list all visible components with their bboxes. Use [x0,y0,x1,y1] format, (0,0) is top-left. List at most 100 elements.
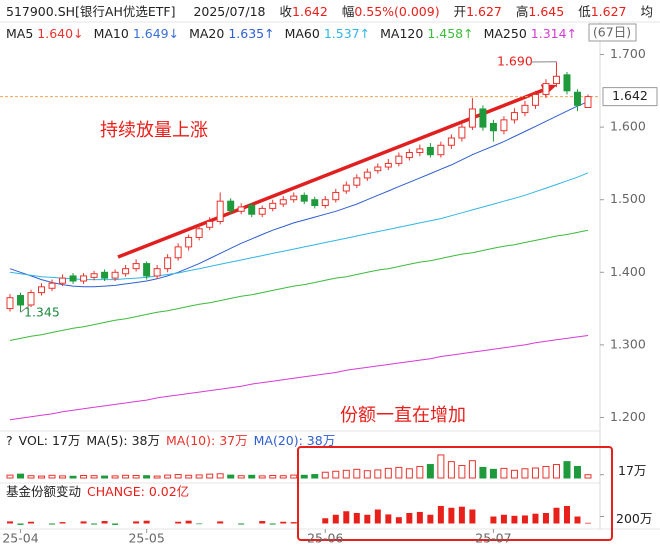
legend-name: MA20 [189,26,224,41]
candle-body [321,199,329,207]
volume-bar [584,474,592,479]
volume-bar [206,473,214,479]
change-bar [17,523,24,525]
change-bar [217,521,224,524]
volume-bar [90,475,98,479]
candle-body [405,152,413,159]
volume-bar [122,474,130,479]
candle-body [521,104,529,114]
quote-label: 开 [454,4,467,19]
candle-body [342,184,350,192]
volume-bar [59,475,67,479]
change-bar [238,523,245,525]
volume-bar [195,474,203,479]
candle-body [101,271,109,279]
change-bar [343,511,350,524]
candle-body [269,202,277,209]
change-bar [542,513,549,524]
candle-body [195,228,203,238]
volume-bar [269,475,277,479]
change-bar [28,521,35,524]
candle-body [489,122,497,132]
legend-value: 1.458↑ [427,26,473,41]
price-label-box [602,87,658,107]
ma-legend: MA5 1.640↓ MA10 1.649↓ MA20 1.635↑ MA60 1.537↑ M… [6,26,577,41]
volume-bar [80,475,88,479]
candle-body [542,83,550,95]
candle-body [384,162,392,168]
quote-label: 低 [578,4,591,19]
candle-body [38,286,46,294]
volume-bar [6,474,14,479]
candle-body [17,295,25,306]
change-bar [448,507,455,524]
candle-body [227,200,235,212]
change-bar [553,507,560,524]
candle-body [185,236,193,248]
change-bar [49,523,56,525]
volume-bar [290,474,298,479]
candle-body [563,74,571,92]
change-bar [511,515,518,524]
change-bar [185,520,192,524]
volume-bar [542,465,550,479]
volume-legend-item: MA(5): 38万 [86,433,160,448]
volume-bar [437,454,445,479]
candle-body [458,126,466,139]
volume-bar [395,466,403,479]
quote-value: 1.645 [528,4,564,19]
date: 2025/07/18 [193,4,265,19]
candle-body [90,273,98,278]
highlight-box [297,446,613,541]
period-box [588,23,637,42]
legend-name: MA250 [484,26,527,41]
volume-bar [132,475,140,479]
legend-value: 1.649↓ [133,26,179,41]
candle-body [311,199,319,207]
volume-bar [279,475,287,479]
quote-label: 收 [280,4,293,19]
ma-line [9,101,589,288]
x-tick-label: 25-04 [2,531,38,546]
volume-bar [185,474,193,479]
change-bar [259,521,266,524]
candle-body [531,93,539,106]
change-bar [395,517,402,524]
volume-bar [17,473,25,479]
candle-body [6,297,14,310]
change-bar [427,514,434,524]
change-bar [196,523,203,525]
candle-body [174,246,182,259]
change-bar [133,521,140,524]
change-bar [532,513,539,524]
candle-body [27,292,35,306]
quote-label: 均 [641,4,654,19]
candle-body [395,155,403,164]
high-annotation: 1.690 [497,54,533,69]
x-tick-label: 25-07 [475,531,511,546]
volume-title: ? [6,433,13,448]
candle-body [500,119,508,132]
change-legend: 基金份额变动 CHANGE: 0.02亿 [6,484,189,499]
legend-value: 1.314↑ [531,26,577,41]
ma-line [9,335,589,421]
volume-legend-item: MA(10): 37万 [166,433,248,448]
volume-bar [384,467,392,479]
candle-body [153,268,161,277]
change-bar [112,523,119,525]
volume-bar [363,470,371,479]
volume-bar [258,475,266,479]
volume-legend-item: VOL: 17万 [19,433,81,448]
volume-bar [174,474,182,479]
change-bar [574,516,581,524]
quote-value: 1.642 [292,4,328,19]
candle-body [426,146,434,156]
volume-bar [426,464,434,479]
change-bar [500,514,507,524]
volume-bar [321,471,329,479]
change-bar [80,521,87,524]
candle-body [437,144,445,156]
candle-body [237,206,245,212]
legend-name: MA10 [94,26,129,41]
y-tick-label: 17万 [618,463,646,478]
